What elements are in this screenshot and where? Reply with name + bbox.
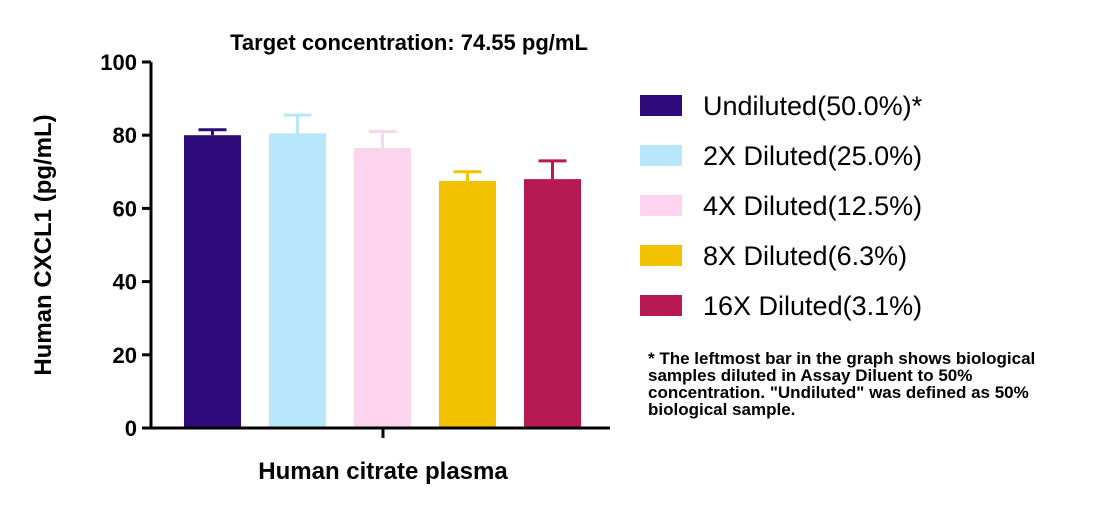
chart-title: Target concentration: 74.55 pg/mL	[230, 30, 588, 55]
y-tick-label: 80	[113, 123, 137, 148]
y-tick-label: 40	[113, 270, 137, 295]
legend-label: 2X Diluted(25.0%)	[703, 141, 922, 171]
y-tick-label: 60	[113, 196, 137, 221]
y-tick-label: 20	[113, 343, 137, 368]
y-tick-label: 100	[100, 50, 137, 75]
bar	[439, 180, 496, 427]
y-axis-label: Human CXCL1 (pg/mL)	[30, 114, 57, 375]
legend-swatch	[640, 245, 682, 266]
legend-swatch	[640, 145, 682, 166]
bar	[269, 133, 326, 427]
plot-area: 0 20 40 60 80 100	[100, 50, 610, 441]
legend-label: 8X Diluted(6.3%)	[703, 241, 907, 271]
bar	[184, 135, 241, 427]
footnote: * The leftmost bar in the graph shows bi…	[648, 349, 1036, 419]
x-axis-label: Human citrate plasma	[258, 458, 508, 485]
legend-swatch	[640, 295, 682, 316]
bar	[524, 179, 581, 427]
legend-label: Undiluted(50.0%)*	[703, 91, 923, 121]
legend-label: 16X Diluted(3.1%)	[703, 291, 922, 321]
legend-label: 4X Diluted(12.5%)	[703, 191, 922, 221]
legend-swatch	[640, 95, 682, 116]
y-tick-label: 0	[125, 416, 137, 441]
bar	[354, 148, 411, 427]
legend: Undiluted(50.0%)* 2X Diluted(25.0%) 4X Dil…	[640, 91, 923, 321]
legend-swatch	[640, 195, 682, 216]
